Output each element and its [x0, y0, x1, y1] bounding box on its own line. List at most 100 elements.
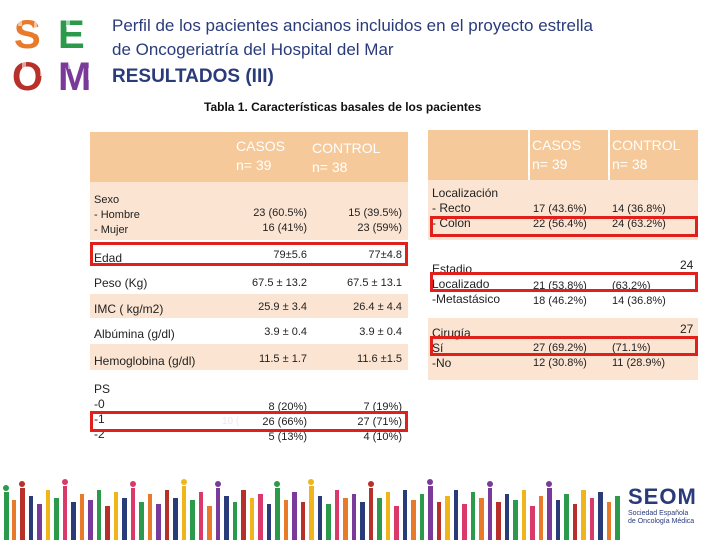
localizacion-colon: - Colon — [432, 216, 471, 230]
right-header-casos: CASOS n= 39 — [532, 136, 581, 174]
row-hemoglobina-label: Hemoglobina (g/dl) — [94, 354, 196, 368]
estadio-overlay-number: 24 — [680, 258, 694, 272]
right-divider-1 — [528, 130, 530, 380]
ps-control: 7 (19%) 27 (71%) 4 (10%) — [357, 400, 402, 445]
albumina-control: 3.9 ± 0.4 — [359, 326, 402, 338]
sexo-title: Sexo — [94, 194, 120, 206]
left-band-imc — [90, 294, 408, 318]
left-band-sexo — [90, 182, 408, 240]
right-control-n: n= 38 — [612, 156, 648, 172]
svg-text:O: O — [12, 55, 43, 94]
hemoglobina-casos: 11.5 ± 1.7 — [258, 353, 307, 365]
right-divider-2 — [608, 130, 610, 380]
localizacion-casos: 17 (43.6%) 22 (56.4%) — [533, 202, 587, 232]
title-line-2: de Oncogeriatría del Hospital del Mar — [112, 40, 394, 59]
hemoglobina-control: 11.6 ±1.5 — [357, 353, 402, 365]
sexo-control-hombre: 15 (39.5%) — [348, 207, 402, 219]
imc-casos: 25.9 ± 3.4 — [258, 301, 307, 313]
peso-control: 67.5 ± 13.1 — [347, 277, 402, 289]
imc-control: 26.4 ± 4.4 — [353, 301, 402, 313]
ps-title: PS — [94, 382, 111, 396]
localizacion-control: 14 (36.8%) 24 (63.2%) — [612, 202, 666, 232]
sexo-casos-hombre: 23 (60.5%) — [253, 207, 307, 219]
left-casos-n: n= 39 — [236, 157, 272, 173]
ps-0: -0 — [94, 397, 105, 411]
footer-sub-line1: Sociedad Española — [628, 510, 689, 517]
edad-casos: 79±5.6 — [273, 249, 307, 261]
faint-overlay-text: 10 ( — [222, 416, 240, 427]
row-albumina-label: Albúmina (g/dl) — [94, 327, 175, 341]
sexo-casos: 23 (60.5%) 16 (41%) — [253, 206, 307, 236]
right-casos-label: CASOS — [532, 137, 582, 153]
right-table-header — [428, 130, 698, 180]
edad-control: 77±4.8 — [368, 249, 402, 261]
cirugia-control-no: 11 (28.9%) — [612, 357, 665, 369]
sexo-control-mujer: 23 (59%) — [357, 222, 402, 234]
estadio-control-metastasico: 14 (36.8%) — [612, 295, 666, 307]
ps-casos-1: 26 (66%) — [262, 416, 307, 428]
cirugia-si: Sí — [432, 341, 444, 355]
localizacion-control-colon: 24 (63.2%) — [612, 218, 666, 230]
left-casos-label: CASOS — [236, 138, 286, 154]
peso-casos: 67.5 ± 13.2 — [252, 277, 307, 289]
left-table-header — [90, 132, 408, 182]
estadio-casos-metastasico: 18 (46.2%) — [533, 295, 587, 307]
row-imc-label: IMC ( kg/m2) — [94, 302, 164, 316]
right-band-localizacion — [428, 180, 698, 240]
right-header-control: CONTROL n= 38 — [612, 136, 680, 174]
cirugia-overlay-number: 27 — [680, 322, 694, 336]
footer-seom-logo: SEOM — [628, 484, 697, 509]
left-header-control: CONTROL n= 38 — [312, 139, 380, 177]
ps-casos-2: 5 (13%) — [268, 431, 307, 443]
localizacion-casos-recto: 17 (43.6%) — [533, 203, 587, 215]
cirugia-casos-no: 12 (30.8%) — [533, 357, 587, 369]
highlight-cirugia-si — [430, 336, 698, 356]
localizacion-casos-colon: 22 (56.4%) — [533, 218, 587, 230]
cirugia-control-si: (71.1%) — [612, 342, 651, 354]
highlight-colon — [430, 216, 698, 237]
highlight-edad — [90, 242, 408, 266]
ps-control-1: 27 (71%) — [357, 416, 402, 428]
cirugia-casos: 27 (69.2%) 12 (30.8%) — [533, 341, 587, 371]
svg-text:E: E — [58, 13, 85, 57]
svg-text:M: M — [58, 55, 91, 94]
seom-logo: S E O M — [12, 13, 91, 94]
left-control-label: CONTROL — [312, 140, 381, 156]
cirugia-no: -No — [432, 356, 452, 370]
cirugia-casos-si: 27 (69.2%) — [533, 342, 587, 354]
footer-sub-line2: de Oncología Médica — [628, 518, 695, 525]
decorative-people-strip — [3, 479, 620, 540]
table-caption: Tabla 1. Características basales de los … — [204, 100, 482, 114]
localizacion-title: Localización — [432, 186, 499, 200]
row-sexo-label: Sexo - Hombre - Mujer — [94, 193, 140, 238]
sexo-casos-mujer: 16 (41%) — [262, 222, 307, 234]
highlight-ps-1 — [90, 411, 408, 432]
footer-seom-subtitle: Sociedad Española de Oncología Médica — [628, 510, 694, 526]
ps-1: -1 — [94, 412, 105, 426]
estadio-metastasico: -Metastásico — [432, 292, 501, 306]
row-ps-label: PS -0 -1 -2 — [94, 382, 110, 442]
row-peso-label: Peso (Kg) — [94, 276, 148, 290]
localizacion-control-recto: 14 (36.8%) — [612, 203, 666, 215]
left-header-casos: CASOS n= 39 — [236, 137, 285, 175]
ps-2: -2 — [94, 427, 105, 441]
row-localizacion-label: Localización - Recto - Colon — [432, 186, 498, 231]
results-heading: RESULTADOS (III) — [112, 66, 274, 87]
ps-casos-0: 8 (20%) — [268, 401, 307, 413]
right-casos-n: n= 39 — [532, 156, 568, 172]
ps-control-0: 7 (19%) — [363, 401, 402, 413]
localizacion-recto: - Recto — [432, 201, 471, 215]
highlight-localizado — [430, 272, 698, 292]
ps-casos: 8 (20%) 26 (66%) 5 (13%) — [262, 400, 307, 445]
right-control-label: CONTROL — [612, 137, 681, 153]
left-control-n: n= 38 — [312, 159, 348, 175]
right-band-cirugia — [428, 318, 698, 380]
ps-control-2: 4 (10%) — [363, 431, 402, 443]
albumina-casos: 3.9 ± 0.4 — [264, 326, 307, 338]
estadio-localizado: Localizado — [432, 277, 490, 291]
sexo-mujer: - Mujer — [94, 224, 129, 236]
left-band-hemo — [90, 344, 408, 370]
title-line-1: Perfil de los pacientes ancianos incluid… — [112, 16, 593, 35]
row-edad-label: Edad — [94, 251, 123, 265]
cirugia-control: (71.1%) 11 (28.9%) — [612, 341, 665, 371]
